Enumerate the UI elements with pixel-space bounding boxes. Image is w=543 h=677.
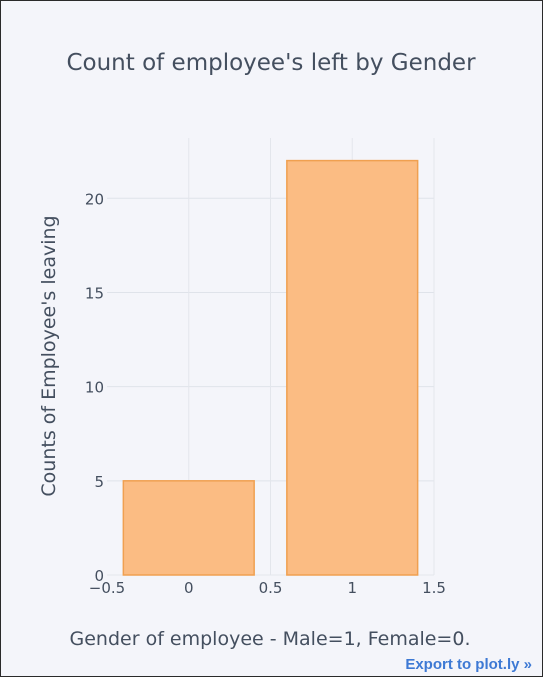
y-tick-label: 15 (85, 284, 104, 302)
bars (122, 159, 419, 576)
x-axis-ticks: −0.5 0 0.5 1 1.5 (89, 579, 446, 597)
x-tick-label: −0.5 (89, 579, 125, 597)
y-tick-label: 5 (94, 473, 104, 491)
y-tick-label: 10 (85, 379, 104, 397)
x-tick-label: 0 (184, 579, 194, 597)
x-axis-label: Gender of employee - Male=1, Female=0. (70, 628, 471, 650)
y-axis-label: Counts of Employee's leaving (38, 215, 60, 496)
bar-0[interactable] (122, 480, 255, 576)
x-tick-label: 0.5 (259, 579, 283, 597)
y-axis-ticks: 0 5 10 15 20 (85, 190, 104, 585)
y-tick-label: 0 (94, 567, 104, 585)
bar-1[interactable] (286, 159, 419, 576)
y-tick-label: 20 (85, 190, 104, 208)
chart-title: Count of employee's left by Gender (66, 50, 476, 76)
x-tick-label: 1 (347, 579, 357, 597)
x-tick-label: 1.5 (422, 579, 446, 597)
export-to-plotly-link[interactable]: Export to plot.ly » (405, 656, 532, 673)
